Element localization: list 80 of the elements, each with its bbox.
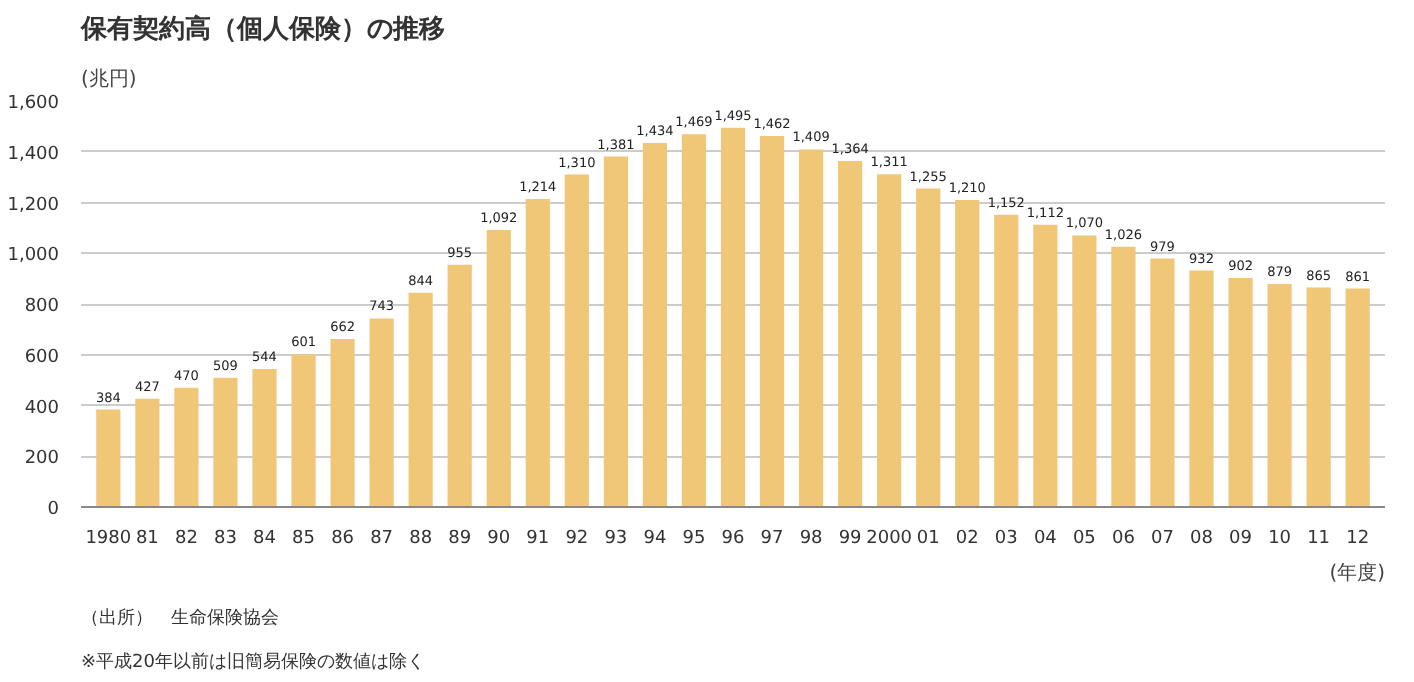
- bar: [135, 398, 160, 507]
- y-tick-label: 400: [24, 398, 60, 419]
- bar: [759, 136, 785, 507]
- x-tick-label: 92: [565, 529, 589, 549]
- bar: [877, 174, 902, 507]
- x-tick-label: 01: [916, 529, 940, 549]
- y-tick-label: 1,400: [7, 144, 60, 165]
- bar: [720, 127, 746, 507]
- y-axis-title: (兆円): [81, 67, 137, 91]
- bar: [642, 143, 668, 507]
- y-tick-label: 200: [24, 449, 60, 470]
- chart-title: 保有契約高（個人保険）の推移: [79, 13, 445, 45]
- x-tick-label: 95: [682, 529, 706, 549]
- bar: [838, 160, 863, 507]
- text: （出所） 生命保険協会: [81, 607, 279, 629]
- x-tick-label: 02: [955, 529, 979, 549]
- x-tick-label: 97: [760, 529, 784, 549]
- x-tick-label: 83: [214, 529, 237, 549]
- x-tick-label: 87: [370, 529, 394, 549]
- x-tick-label: 03: [994, 529, 1018, 549]
- x-tick-label: 2000: [866, 529, 913, 549]
- bar: [447, 264, 472, 507]
- y-tick-label: 600: [24, 347, 60, 368]
- bar: [994, 214, 1019, 507]
- x-tick-label: 96: [721, 529, 745, 549]
- x-tick-label: 11: [1307, 529, 1331, 549]
- bar: [408, 292, 433, 507]
- bar: [564, 174, 589, 507]
- x-tick-label: 86: [331, 529, 355, 549]
- y-tick-label: 1,600: [7, 94, 60, 114]
- bar: [96, 409, 121, 507]
- y-tick-label: 1,000: [7, 246, 60, 267]
- x-tick-label: 08: [1190, 529, 1214, 549]
- text: ※平成20年以前は旧簡易保険の数値は除く: [81, 651, 425, 673]
- x-tick-label: 06: [1111, 529, 1136, 549]
- x-tick-label: 93: [604, 529, 628, 549]
- bar: [1267, 283, 1292, 507]
- bar: [213, 377, 238, 507]
- bar: [486, 229, 511, 507]
- bar: [1189, 270, 1214, 507]
- bar: [798, 149, 824, 507]
- y-tick-label: 1,200: [7, 195, 60, 216]
- x-tick-label: 91: [526, 529, 550, 549]
- x-tick-label: 09: [1229, 529, 1253, 549]
- x-tick-label: 82: [174, 529, 198, 549]
- bar: [1111, 246, 1136, 507]
- bar: [369, 318, 394, 507]
- x-tick-label: 90: [487, 529, 511, 549]
- x-tick-label: 85: [292, 529, 315, 549]
- bar: [1150, 258, 1175, 507]
- x-tick-label: 81: [135, 529, 159, 549]
- x-tick-label: 05: [1072, 529, 1096, 549]
- bar: [1345, 288, 1370, 507]
- x-tick-label: 07: [1151, 529, 1174, 549]
- bar: [916, 188, 941, 507]
- bar: [955, 199, 980, 507]
- bar: [1033, 224, 1058, 507]
- bar: [681, 134, 707, 507]
- x-tick-label: 1980: [85, 529, 132, 549]
- x-tick-label: 04: [1033, 529, 1058, 549]
- bar: [174, 387, 199, 507]
- x-tick-label: 88: [409, 529, 433, 549]
- x-tick-label: 84: [253, 529, 277, 549]
- x-tick-label: 99: [838, 529, 863, 549]
- y-tick-label: 0: [47, 500, 60, 520]
- x-axis-title: (年度): [1329, 561, 1386, 585]
- x-tick-label: 10: [1268, 529, 1292, 549]
- y-tick-label: 800: [24, 297, 60, 317]
- bar: [525, 198, 550, 507]
- bar: [1228, 278, 1253, 507]
- bar: [291, 354, 316, 507]
- bar: [330, 339, 355, 507]
- bar: [603, 156, 628, 507]
- x-tick-label: 89: [448, 529, 472, 549]
- x-tick-label: 94: [643, 529, 667, 549]
- x-tick-label: 12: [1346, 529, 1370, 549]
- bar: [1306, 287, 1331, 507]
- bar: [1072, 235, 1097, 507]
- x-tick-label: 98: [799, 529, 824, 549]
- bar: [252, 368, 277, 507]
